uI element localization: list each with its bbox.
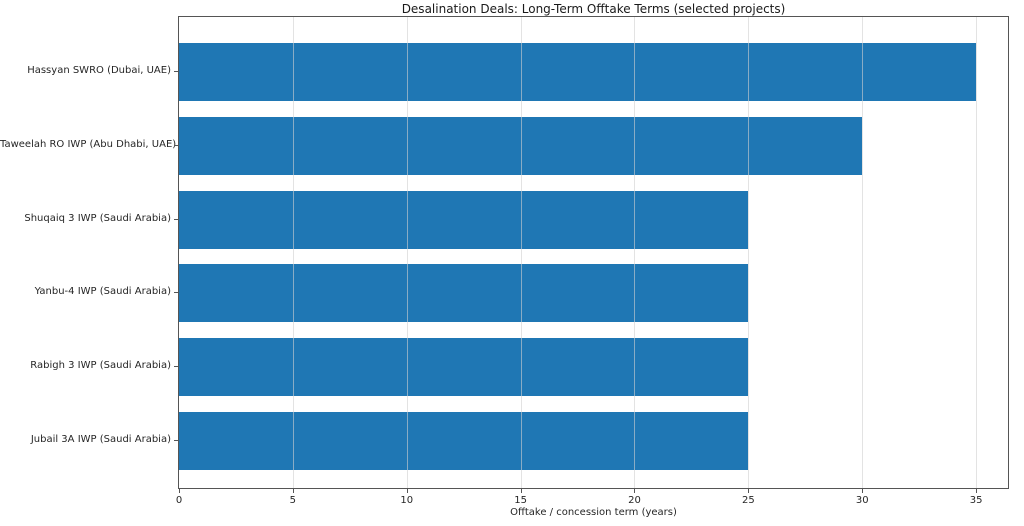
- x-tick-label: 5: [289, 495, 297, 506]
- x-tick-mark: [748, 489, 750, 493]
- x-tick-mark: [634, 489, 636, 493]
- plot-area: [178, 16, 1009, 489]
- x-tick-label: 30: [855, 495, 869, 506]
- x-tick-label: 25: [741, 495, 755, 506]
- y-tick-mark: [174, 144, 178, 146]
- x-tick-label: 15: [514, 495, 527, 506]
- y-tick-mark: [174, 292, 178, 294]
- bar: [179, 116, 863, 175]
- y-tick-mark: [174, 366, 178, 368]
- bar: [179, 412, 749, 470]
- x-tick-label: 20: [628, 495, 641, 506]
- y-tick-mark: [174, 218, 178, 220]
- bar: [179, 190, 749, 249]
- bar: [179, 338, 749, 397]
- y-tick-mark: [174, 71, 178, 72]
- y-axis-category-label: Jubail 3A IWP (Saudi Arabia): [30, 434, 171, 445]
- x-tick-mark: [520, 489, 522, 493]
- y-axis-category-label: Hassyan SWRO (Dubai, UAE): [27, 65, 171, 76]
- x-tick-mark: [292, 489, 294, 493]
- x-tick-mark: [179, 489, 180, 493]
- x-tick-mark: [862, 489, 864, 493]
- y-tick-mark: [174, 440, 178, 441]
- x-axis-label: Offtake / concession term (years): [510, 507, 677, 518]
- y-axis-category-label: Taweelah RO IWP (Abu Dhabi, UAE): [0, 138, 177, 150]
- chart-title: Desalination Deals: Long-Term Offtake Te…: [401, 2, 786, 16]
- y-axis-category-label: Rabigh 3 IWP (Saudi Arabia): [30, 360, 171, 372]
- x-tick-label: 0: [175, 495, 183, 506]
- x-tick-label: 10: [400, 495, 414, 506]
- x-tick-label: 35: [969, 495, 983, 506]
- bar: [179, 264, 749, 323]
- gridline: [976, 17, 978, 488]
- y-axis-category-label: Shuqaiq 3 IWP (Saudi Arabia): [24, 212, 171, 224]
- x-tick-mark: [976, 489, 978, 493]
- y-axis-category-label: Yanbu-4 IWP (Saudi Arabia): [34, 286, 171, 298]
- bar: [179, 43, 977, 101]
- x-tick-mark: [406, 489, 408, 493]
